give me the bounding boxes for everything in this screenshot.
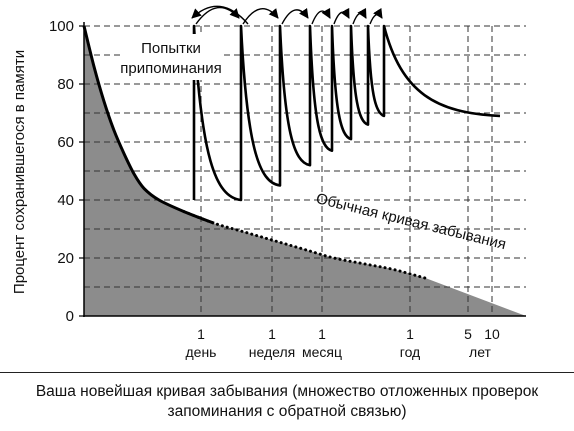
reviews-annotation: Попытки припоминания — [120, 34, 222, 80]
x-tick-unit: неделя — [249, 344, 295, 360]
reviews-annotation-line-1: Попытки — [141, 40, 201, 57]
x-tick-value: 1 — [318, 326, 326, 342]
area-under-forgetting-curve — [84, 26, 526, 316]
review-arrow — [369, 7, 383, 25]
y-tick-label: 60 — [57, 134, 74, 151]
y-tick-label: 100 — [49, 18, 74, 35]
review-curve — [192, 24, 501, 202]
x-tick-unit: год — [400, 344, 420, 360]
review-arrow — [333, 7, 350, 25]
normal-curve-dotted — [182, 210, 428, 280]
caption-line-1: Ваша новейшая кривая забывания (множеств… — [35, 383, 539, 400]
review-arrows — [191, 5, 383, 25]
x-tick-unit: день — [186, 344, 217, 360]
x-tick-value: 5 — [464, 326, 472, 342]
y-tick-label: 20 — [57, 250, 74, 267]
review-arrow — [195, 6, 240, 25]
y-tick-label: 0 — [66, 308, 74, 325]
caption-divider — [0, 372, 574, 373]
axes — [83, 22, 526, 317]
x-tick-value: 1 — [406, 326, 414, 342]
x-tick-unit-years: лет — [469, 344, 491, 360]
review-arrow — [352, 7, 367, 25]
x-tick-unit: месяц — [302, 344, 342, 360]
figure-caption: Ваша новейшая кривая забывания (множеств… — [0, 382, 574, 422]
review-curves — [192, 24, 501, 202]
y-axis-label: Процент сохранившегося в памяти — [11, 50, 28, 294]
grid — [84, 25, 526, 316]
x-tick-value: 1 — [197, 326, 205, 342]
forgetting-area — [84, 26, 526, 316]
review-arrow — [242, 8, 279, 25]
review-arrow — [311, 7, 331, 25]
x-tick-labels: 1 день 1 неделя 1 месяц 1 год 5 10 лет — [186, 326, 500, 360]
x-tick-value: 1 — [268, 326, 276, 342]
caption-line-2: запоминания с обратной связью) — [167, 403, 407, 420]
normal-curve-solid — [82, 25, 215, 225]
normal-forgetting-curve — [82, 25, 428, 280]
y-tick-labels: 0 20 40 60 80 100 — [49, 18, 84, 325]
chart: 0 20 40 60 80 100 1 день 1 неделя 1 месяц 1 год 5 10 ле… — [11, 5, 526, 360]
y-tick-label: 40 — [57, 192, 74, 209]
review-arrow — [191, 5, 249, 25]
reviews-annotation-line-2: припоминания — [120, 60, 221, 77]
x-tick-value: 10 — [484, 326, 500, 342]
y-tick-label: 80 — [57, 76, 74, 93]
review-arrow — [281, 7, 309, 25]
